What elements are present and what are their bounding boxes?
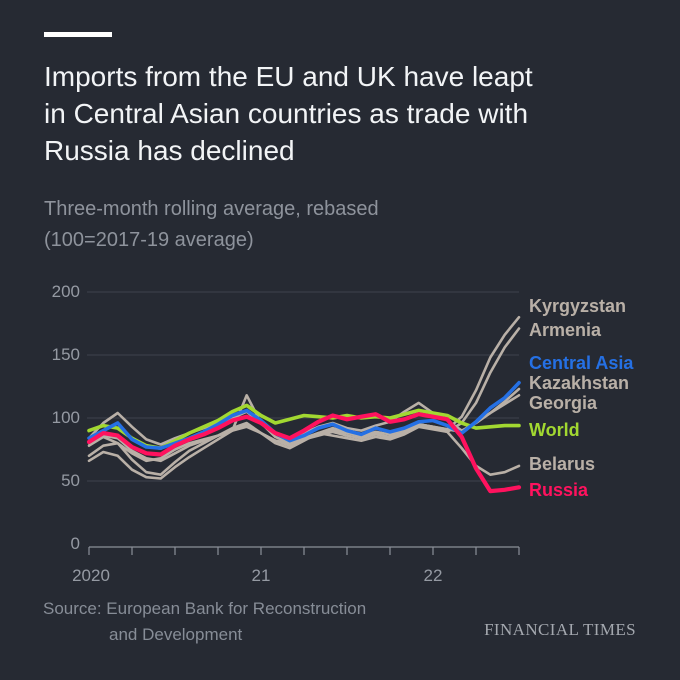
series-label-central-asia: Central Asia	[529, 353, 634, 373]
y-axis-label-200: 200	[51, 282, 80, 301]
y-axis-label-100: 100	[51, 408, 80, 427]
source-line-1: Source: European Bank for Reconstruction	[43, 599, 367, 618]
series-label-russia: Russia	[529, 480, 589, 500]
title-line-3: Russia has declined	[44, 135, 295, 166]
page-title: Imports from the EU and UK have leapt in…	[44, 58, 624, 169]
x-axis-label-21: 21	[251, 566, 271, 585]
series-label-belarus: Belarus	[529, 454, 596, 474]
y-axis-label-50: 50	[61, 471, 80, 490]
series-line-belarus	[87, 422, 521, 477]
series-line-kyrgyzstan	[87, 315, 521, 477]
y-axis-label-0: 0	[70, 534, 80, 553]
y-axis-label-150: 150	[51, 345, 80, 364]
chart-subtitle: Three-month rolling average, rebased (10…	[44, 194, 604, 256]
series-label-kazakhstan: Kazakhstan	[529, 373, 630, 393]
series-label-armenia: Armenia	[529, 320, 602, 340]
series-line-central-asia	[87, 380, 521, 451]
series-label-world: World	[529, 420, 580, 440]
source-line-2: and Development	[109, 625, 243, 644]
series-label-georgia: Georgia	[529, 393, 598, 413]
financial-times-logo: FINANCIAL TIMES	[484, 620, 636, 639]
subtitle-line-2: (100=2017-19 average)	[44, 229, 254, 251]
source-note: Source: European Bank for Reconstruction…	[43, 596, 366, 648]
x-axis-label-2020: 2020	[72, 566, 110, 585]
x-axis-label-22: 22	[423, 566, 443, 585]
title-line-2: in Central Asian countries as trade with	[44, 98, 529, 129]
series-label-kyrgyzstan: Kyrgyzstan	[529, 296, 627, 316]
series-line-russia	[86, 412, 522, 494]
title-line-1: Imports from the EU and UK have leapt	[44, 61, 533, 92]
subtitle-line-1: Three-month rolling average, rebased	[44, 198, 379, 220]
accent-dash	[44, 32, 112, 37]
